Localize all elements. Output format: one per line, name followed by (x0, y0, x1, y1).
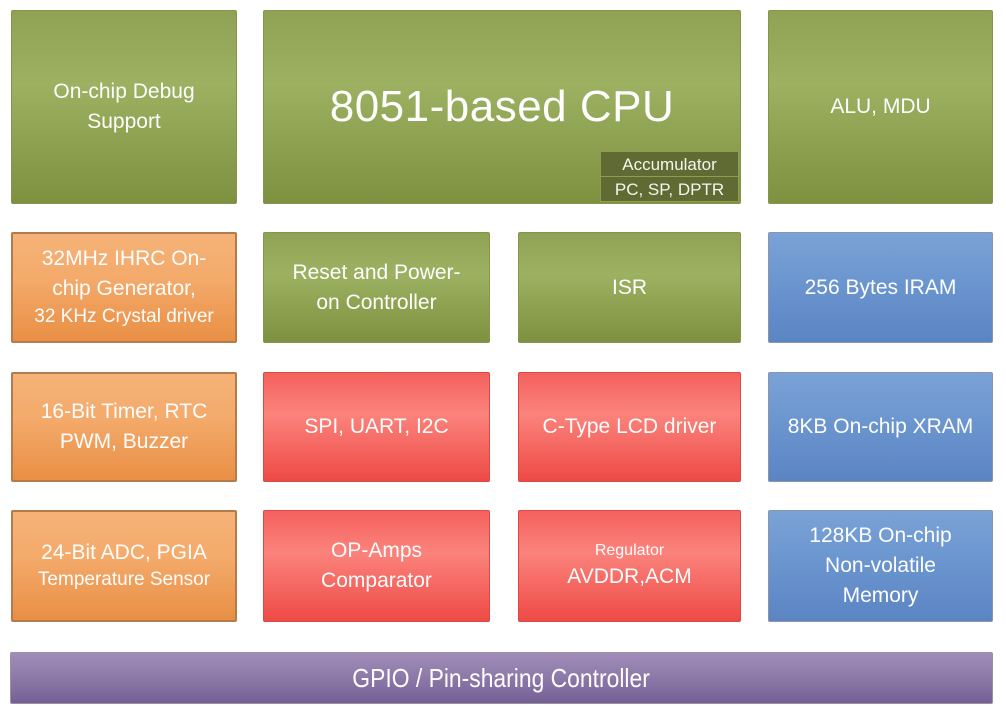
block-line: chip Generator, (52, 277, 196, 301)
block-line: Reset and Power- (292, 260, 461, 284)
block-line: 32 KHz Crystal driver (34, 305, 214, 327)
block-line: On-chip Debug (53, 80, 195, 104)
block-line: 16-Bit Timer, RTC (40, 400, 208, 424)
block-line: 128KB On-chip (809, 524, 952, 548)
block-line: ALU, MDU (830, 95, 931, 119)
block-line: on Controller (316, 290, 437, 314)
register-accumulator: Accumulator (622, 154, 717, 174)
block-on-chip-debug-support: On-chip Debug Support (11, 10, 237, 204)
block-iram: 256 Bytes IRAM (768, 232, 993, 343)
block-nonvolatile-memory: 128KB On-chip Non-volatile Memory (768, 510, 993, 622)
block-opamps-comparator: OP-Amps Comparator (263, 510, 490, 622)
block-line: 8KB On-chip XRAM (787, 415, 974, 439)
register-pc-sp-dptr: PC, SP, DPTR (601, 176, 738, 201)
block-line: Non-volatile (825, 554, 936, 578)
block-xram: 8KB On-chip XRAM (768, 372, 993, 482)
cpu-register-box: Accumulator PC, SP, DPTR (600, 151, 739, 202)
block-regulator: Regulator AVDDR,ACM (518, 510, 741, 622)
block-isr: ISR (518, 232, 741, 343)
block-line: Temperature Sensor (37, 569, 211, 591)
block-lcd-driver: C-Type LCD driver (518, 372, 741, 482)
block-spi-uart-i2c: SPI, UART, I2C (263, 372, 490, 482)
block-timer-rtc-pwm-buzzer: 16-Bit Timer, RTC PWM, Buzzer (11, 372, 237, 482)
cpu-title: 8051-based CPU (329, 81, 675, 131)
block-line: OP-Amps (330, 539, 422, 563)
block-reset-power-on-controller: Reset and Power- on Controller (263, 232, 490, 343)
block-line: SPI, UART, I2C (304, 415, 449, 439)
gpio-bar-label: GPIO / Pin-sharing Controller (352, 662, 651, 693)
block-cpu: 8051-based CPU Accumulator PC, SP, DPTR (263, 10, 741, 204)
block-line: 32MHz IHRC On- (41, 247, 207, 271)
block-line: ISR (611, 275, 647, 299)
block-gpio-pin-sharing-controller: GPIO / Pin-sharing Controller (10, 652, 993, 704)
block-line: PWM, Buzzer (59, 430, 189, 453)
block-line: AVDDR,ACM (567, 565, 692, 589)
block-line: 256 Bytes IRAM (804, 275, 957, 299)
block-line: 24-Bit ADC, PGIA (41, 540, 207, 564)
block-line: Regulator (594, 541, 665, 559)
block-line: C-Type LCD driver (542, 415, 717, 439)
block-line: Support (87, 110, 161, 133)
block-alu-mdu: ALU, MDU (768, 10, 993, 204)
block-clock-generator: 32MHz IHRC On- chip Generator, 32 KHz Cr… (11, 232, 237, 343)
block-line: Memory (842, 583, 919, 607)
block-adc-pgia-temp-sensor: 24-Bit ADC, PGIA Temperature Sensor (11, 510, 237, 622)
block-line: Comparator (321, 569, 432, 592)
